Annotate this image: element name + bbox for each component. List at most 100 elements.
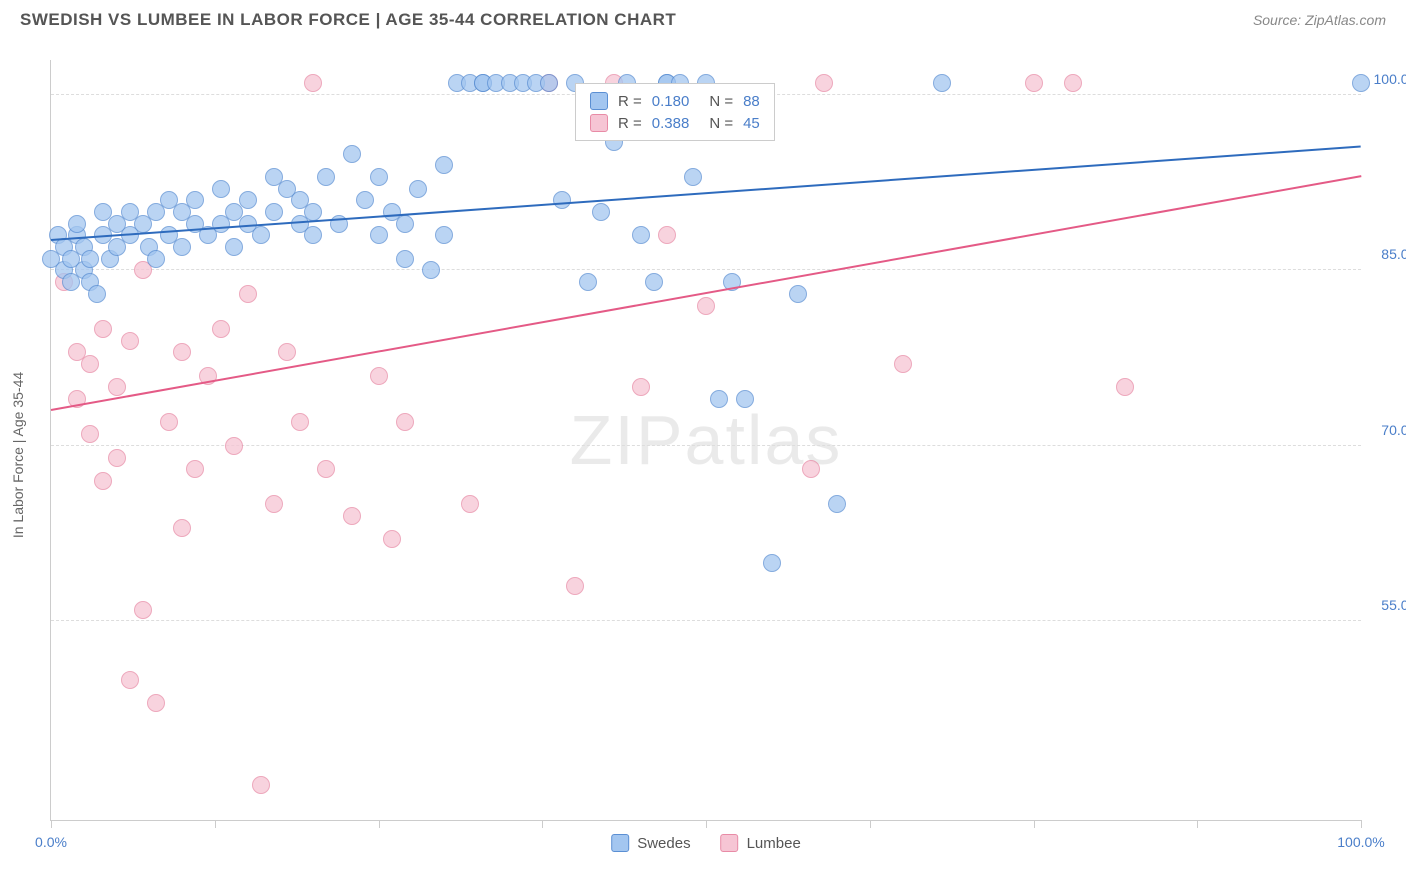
scatter-point [225, 238, 243, 256]
chart-title: SWEDISH VS LUMBEE IN LABOR FORCE | AGE 3… [20, 10, 676, 30]
n-label: N = [709, 93, 733, 110]
y-tick-label: 85.0% [1366, 246, 1406, 262]
scatter-point [736, 390, 754, 408]
r-label: R = [618, 115, 642, 132]
scatter-point [1025, 74, 1043, 92]
scatter-point [239, 191, 257, 209]
y-tick-label: 100.0% [1366, 71, 1406, 87]
scatter-point [396, 215, 414, 233]
scatter-point [383, 530, 401, 548]
legend-label: Swedes [637, 835, 690, 852]
scatter-point [173, 343, 191, 361]
r-label: R = [618, 93, 642, 110]
series-legend: Swedes Lumbee [611, 834, 801, 852]
scatter-point [461, 495, 479, 513]
x-tick [1197, 820, 1198, 828]
scatter-point [789, 285, 807, 303]
scatter-point [684, 168, 702, 186]
scatter-point [265, 495, 283, 513]
chart-container: In Labor Force | Age 35-44 ZIPatlas Swed… [0, 30, 1406, 880]
scatter-point [304, 74, 322, 92]
scatter-point [396, 413, 414, 431]
scatter-point [81, 250, 99, 268]
scatter-point [933, 74, 951, 92]
chart-header: SWEDISH VS LUMBEE IN LABOR FORCE | AGE 3… [0, 0, 1406, 30]
scatter-point [160, 413, 178, 431]
scatter-point [815, 74, 833, 92]
r-value: 0.388 [652, 115, 690, 132]
scatter-point [632, 226, 650, 244]
scatter-point [1116, 378, 1134, 396]
scatter-point [88, 285, 106, 303]
scatter-point [579, 273, 597, 291]
scatter-point [658, 226, 676, 244]
series-swatch [590, 92, 608, 110]
scatter-point [645, 273, 663, 291]
legend-item: Lumbee [721, 834, 801, 852]
scatter-point [317, 168, 335, 186]
scatter-point [173, 519, 191, 537]
scatter-point [828, 495, 846, 513]
scatter-point [317, 460, 335, 478]
gridline [51, 445, 1361, 446]
scatter-point [632, 378, 650, 396]
x-tick [51, 820, 52, 828]
stats-box: R = 0.180N = 88R = 0.388N = 45 [575, 83, 775, 141]
scatter-point [304, 203, 322, 221]
r-value: 0.180 [652, 93, 690, 110]
x-tick [1034, 820, 1035, 828]
x-tick [1361, 820, 1362, 828]
scatter-point [278, 343, 296, 361]
x-tick-label: 0.0% [35, 834, 67, 850]
x-tick [706, 820, 707, 828]
scatter-point [409, 180, 427, 198]
series-swatch [590, 114, 608, 132]
scatter-point [356, 191, 374, 209]
n-label: N = [709, 115, 733, 132]
y-axis-label: In Labor Force | Age 35-44 [10, 372, 26, 538]
x-tick [379, 820, 380, 828]
scatter-point [94, 320, 112, 338]
scatter-point [108, 449, 126, 467]
scatter-point [94, 472, 112, 490]
scatter-point [1064, 74, 1082, 92]
scatter-point [252, 226, 270, 244]
scatter-point [121, 671, 139, 689]
scatter-point [435, 226, 453, 244]
scatter-point [566, 577, 584, 595]
scatter-point [343, 507, 361, 525]
scatter-point [396, 250, 414, 268]
scatter-point [540, 74, 558, 92]
y-tick-label: 55.0% [1366, 597, 1406, 613]
scatter-point [81, 355, 99, 373]
x-tick [870, 820, 871, 828]
scatter-point [592, 203, 610, 221]
gridline [51, 620, 1361, 621]
stats-row: R = 0.388 N = 45 [590, 112, 760, 134]
legend-label: Lumbee [747, 835, 801, 852]
scatter-point [1352, 74, 1370, 92]
source-label: Source: ZipAtlas.com [1253, 12, 1386, 28]
scatter-point [763, 554, 781, 572]
scatter-point [422, 261, 440, 279]
scatter-point [370, 226, 388, 244]
scatter-point [186, 191, 204, 209]
stats-row: R = 0.180N = 88 [590, 90, 760, 112]
scatter-point [370, 168, 388, 186]
x-tick [542, 820, 543, 828]
scatter-point [710, 390, 728, 408]
scatter-point [239, 285, 257, 303]
scatter-point [173, 238, 191, 256]
x-tick-label: 100.0% [1337, 834, 1384, 850]
scatter-point [802, 460, 820, 478]
legend-swatch [721, 834, 739, 852]
scatter-point [147, 694, 165, 712]
scatter-point [291, 413, 309, 431]
scatter-point [81, 425, 99, 443]
gridline [51, 269, 1361, 270]
legend-item: Swedes [611, 834, 690, 852]
scatter-point [212, 320, 230, 338]
n-value: 45 [743, 115, 760, 132]
y-tick-label: 70.0% [1366, 422, 1406, 438]
scatter-point [68, 215, 86, 233]
